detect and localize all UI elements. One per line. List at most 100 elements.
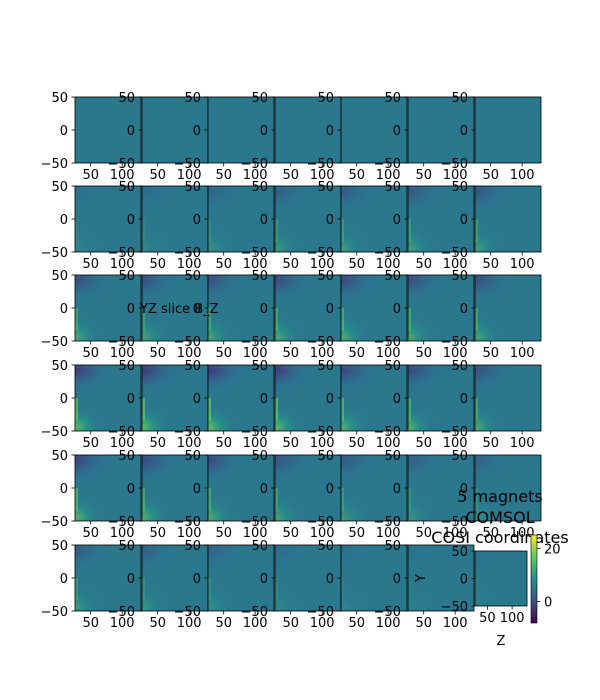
heatmap-positive-lobe	[408, 484, 455, 521]
x-tick-label: 100	[310, 616, 335, 631]
y-tick-label: 50	[184, 180, 201, 195]
heatmap-positive-lobe	[475, 484, 522, 521]
heatmap-positive-lobe	[341, 394, 388, 431]
heatmap-edge-strip	[475, 398, 478, 422]
heatmap-edge-strip	[75, 578, 78, 602]
y-tick-label: −50	[174, 157, 201, 172]
y-tick-label: −50	[241, 425, 268, 440]
heatmap-panel	[340, 274, 408, 342]
heatmap-edge-strip	[208, 398, 211, 422]
heatmap-positive-lobe	[341, 304, 388, 341]
y-tick-label: 50	[251, 180, 268, 195]
heatmap-edge-strip	[275, 488, 278, 512]
x-tick-label: 100	[243, 436, 268, 451]
y-tick-label: −50	[241, 246, 268, 261]
heatmap-positive-lobe	[408, 574, 455, 611]
y-tick-label: 0	[193, 482, 201, 497]
x-tick-label: 50	[348, 526, 365, 541]
x-tick-label: 100	[376, 346, 401, 361]
heatmap-positive-lobe	[475, 215, 522, 252]
x-tick-label: 100	[177, 526, 202, 541]
x-tick-label: 100	[110, 526, 135, 541]
y-tick-label: −50	[41, 425, 68, 440]
heatmap-positive-lobe	[408, 304, 455, 341]
heatmap-edge-strip	[275, 308, 278, 332]
y-tick-label: 50	[451, 180, 468, 195]
x-tick-label: 100	[243, 257, 268, 272]
heatmap-edge-strip	[341, 308, 344, 332]
heatmap-edge-strip	[275, 398, 278, 422]
x-tick-label: 50	[482, 168, 499, 183]
x-tick-label: 50	[282, 257, 299, 272]
heatmap-positive-lobe	[475, 575, 512, 606]
y-tick-label: 0	[460, 573, 468, 588]
y-tick-label: −50	[441, 335, 468, 350]
y-tick-label: 0	[460, 482, 468, 497]
heatmap-panel	[207, 96, 275, 164]
y-tick-label: 50	[184, 539, 201, 554]
heatmap-base	[408, 97, 474, 163]
y-tick-label: −50	[41, 157, 68, 172]
y-tick-label: −50	[41, 605, 68, 620]
y-tick-label: −50	[441, 157, 468, 172]
colorbar-tick-label: 20	[544, 542, 561, 557]
heatmap-edge-strip	[208, 488, 211, 512]
y-tick-label: 0	[127, 392, 135, 407]
x-tick-label: 100	[510, 168, 535, 183]
heatmap-edge-strip	[475, 308, 478, 332]
y-tick-label: 50	[184, 91, 201, 106]
heatmap-positive-lobe	[142, 574, 189, 611]
y-tick-label: 0	[260, 392, 268, 407]
y-tick-label: 50	[118, 449, 135, 464]
heatmap-edge-strip	[142, 219, 145, 243]
x-tick-label: 100	[243, 346, 268, 361]
heatmap-edge-strip	[275, 219, 278, 243]
heatmap-base	[341, 97, 407, 163]
y-tick-label: 0	[260, 572, 268, 587]
heatmap-panel	[474, 454, 542, 522]
heatmap-panel	[407, 185, 475, 253]
heatmap-panel	[207, 544, 275, 612]
heatmap-positive-lobe	[75, 574, 122, 611]
heatmap-base	[208, 97, 274, 163]
x-tick-label: 50	[82, 168, 99, 183]
y-tick-label: 0	[60, 302, 68, 317]
y-tick-label: 50	[118, 269, 135, 284]
heatmap-panel	[74, 185, 142, 253]
x-tick-label: 100	[500, 611, 525, 626]
y-tick-label: 0	[460, 392, 468, 407]
x-tick-label: 50	[149, 257, 166, 272]
y-tick-label: 0	[326, 213, 334, 228]
y-tick-label: 50	[384, 91, 401, 106]
x-tick-label: 50	[415, 616, 432, 631]
heatmap-edge-strip	[341, 219, 344, 243]
x-tick-label: 50	[215, 436, 232, 451]
y-tick-label: −50	[241, 335, 268, 350]
x-tick-label: 100	[510, 346, 535, 361]
x-tick-label: 100	[110, 346, 135, 361]
heatmap-positive-lobe	[208, 574, 255, 611]
heatmap-panel	[340, 364, 408, 432]
heatmap-edge-strip	[408, 488, 411, 512]
y-tick-label: 0	[127, 482, 135, 497]
heatmap-panel	[474, 274, 542, 342]
heatmap-positive-lobe	[275, 304, 322, 341]
x-tick-label: 50	[215, 616, 232, 631]
heatmap-base	[275, 97, 341, 163]
heatmap-positive-lobe	[275, 484, 322, 521]
x-tick-label: 50	[348, 616, 365, 631]
heatmap-positive-lobe	[208, 304, 255, 341]
heatmap-panel	[141, 96, 209, 164]
y-tick-label: 50	[51, 359, 68, 374]
y-tick-label: 0	[393, 482, 401, 497]
heatmap-panel	[141, 274, 209, 342]
y-tick-label: −50	[374, 157, 401, 172]
y-tick-label: 0	[260, 302, 268, 317]
x-tick-label: 50	[479, 611, 496, 626]
y-tick-label: 0	[460, 213, 468, 228]
x-tick-label: 100	[510, 526, 535, 541]
y-tick-label: −50	[174, 605, 201, 620]
heatmap-panel	[340, 454, 408, 522]
y-tick-label: 50	[51, 269, 68, 284]
heatmap-panel	[274, 185, 342, 253]
